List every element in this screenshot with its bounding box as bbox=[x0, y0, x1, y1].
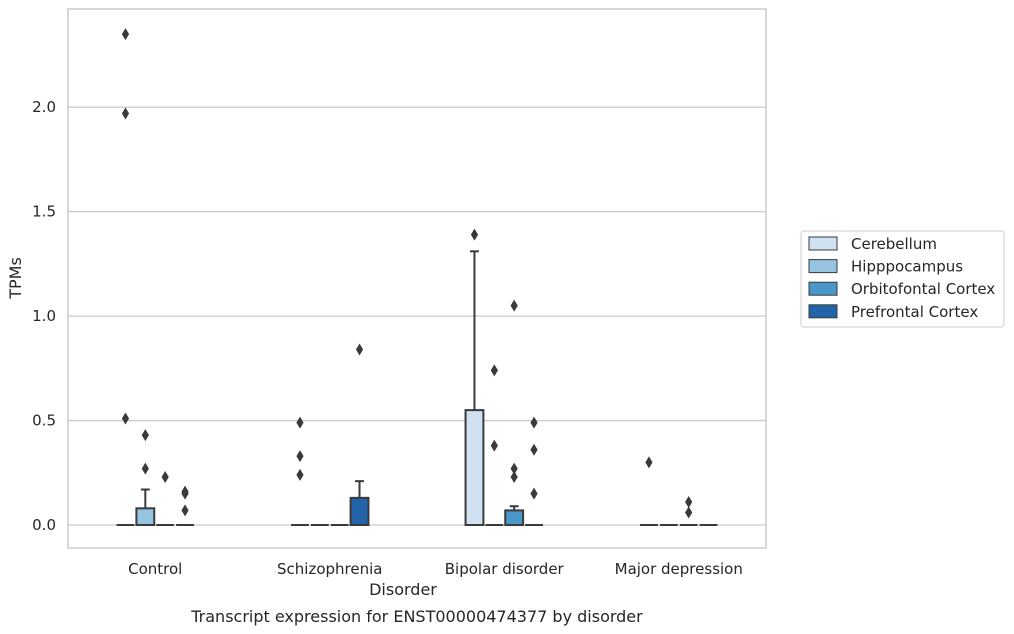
box-prefrontal-cortex bbox=[349, 343, 370, 527]
y-tick-label: 0.5 bbox=[32, 412, 56, 430]
box-body bbox=[135, 507, 156, 527]
box-cerebellum bbox=[116, 28, 135, 527]
y-tick-label: 2.0 bbox=[32, 98, 56, 116]
x-tick-label: Major depression bbox=[615, 560, 743, 578]
outlier-point bbox=[530, 487, 538, 500]
plot-frame bbox=[67, 8, 767, 549]
legend-swatch bbox=[808, 236, 838, 251]
outlier-point bbox=[510, 470, 518, 483]
outlier-point bbox=[296, 450, 304, 463]
x-tick-labels: Control Schizophrenia Bipolar disorder Majo… bbox=[128, 560, 743, 578]
outlier-point bbox=[685, 506, 693, 519]
box-hipppocampus bbox=[135, 429, 156, 527]
outlier-point bbox=[141, 462, 149, 475]
x-tick-label: Control bbox=[128, 560, 182, 578]
outlier-point bbox=[161, 470, 169, 483]
box-prefrontal-cortex bbox=[176, 485, 194, 527]
outlier-point bbox=[530, 443, 538, 456]
gridlines bbox=[68, 106, 766, 526]
outlier-point bbox=[355, 343, 364, 356]
x-axis-title: Disorder bbox=[369, 580, 437, 599]
legend-swatch bbox=[808, 281, 838, 296]
y-tick-labels: 0.0 0.5 1.0 1.5 2.0 bbox=[32, 98, 56, 534]
box-body bbox=[464, 409, 485, 527]
legend-frame bbox=[800, 230, 1005, 328]
legend-swatch bbox=[808, 259, 838, 274]
outlier-point bbox=[490, 364, 498, 377]
legend: Cerebellum Hipppocampus Orbitofontal Corte… bbox=[800, 230, 1005, 328]
outlier-point bbox=[645, 456, 653, 469]
outlier-point bbox=[181, 485, 189, 498]
outlier-point bbox=[121, 412, 130, 425]
y-tick-label: 1.0 bbox=[32, 307, 56, 325]
outlier-point bbox=[181, 504, 189, 517]
legend-label: Hipppocampus bbox=[851, 258, 963, 276]
outlier-point bbox=[510, 299, 518, 312]
legend-swatch bbox=[808, 304, 838, 319]
x-tick-label: Bipolar disorder bbox=[445, 560, 565, 578]
outlier-point bbox=[121, 28, 130, 41]
outlier-point bbox=[470, 228, 479, 241]
outlier-point bbox=[121, 107, 130, 120]
box-body bbox=[504, 509, 525, 527]
box-orbitofontal-cortex bbox=[504, 299, 525, 527]
outlier-point bbox=[530, 416, 538, 429]
legend-label: Orbitofontal Cortex bbox=[851, 280, 995, 298]
outlier-point bbox=[685, 496, 693, 509]
box-cerebellum bbox=[291, 416, 309, 527]
box-body bbox=[349, 496, 370, 527]
outlier-point bbox=[490, 439, 498, 452]
legend-label: Prefrontal Cortex bbox=[851, 303, 978, 321]
figure-caption: Transcript expression for ENST0000047437… bbox=[190, 607, 643, 626]
x-tick-label: Schizophrenia bbox=[277, 560, 382, 578]
box-orbitofontal-cortex bbox=[679, 496, 698, 527]
outlier-point bbox=[141, 429, 149, 442]
box-cerebellum bbox=[640, 456, 658, 527]
outlier-point bbox=[296, 416, 304, 429]
y-axis-title: TPMs bbox=[6, 257, 25, 300]
y-tick-label: 0.0 bbox=[32, 516, 56, 534]
outlier-point bbox=[510, 462, 518, 475]
outlier-point bbox=[296, 468, 304, 481]
legend-label: Cerebellum bbox=[851, 235, 937, 253]
box-cerebellum bbox=[464, 228, 485, 527]
box-hipppocampus bbox=[485, 364, 504, 527]
boxes bbox=[116, 28, 718, 527]
y-tick-label: 1.5 bbox=[32, 203, 56, 221]
box-orbitofontal-cortex bbox=[156, 470, 175, 527]
box-prefrontal-cortex bbox=[525, 416, 543, 527]
